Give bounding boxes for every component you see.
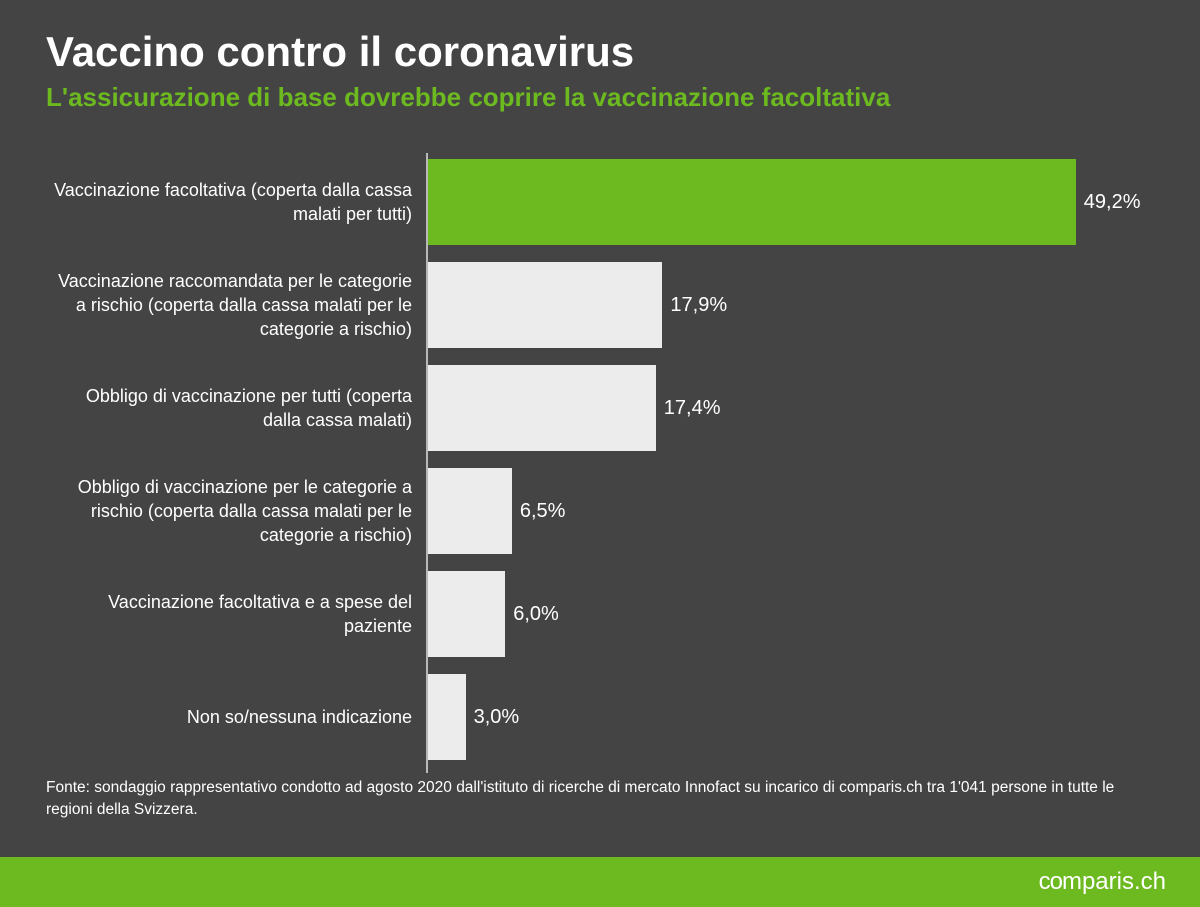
brand-logo: comparis.ch <box>1039 868 1166 896</box>
bar-value: 3,0% <box>474 706 520 729</box>
bar-row: Non so/nessuna indicazione 3,0% <box>46 668 1154 766</box>
bar-value: 49,2% <box>1084 191 1141 214</box>
bar-value: 6,5% <box>520 500 566 523</box>
chart-title: Vaccino contro il coronavirus <box>46 28 1154 76</box>
bar-value: 17,4% <box>664 397 721 420</box>
bar-row: Obbligo di vaccinazione per tutti (coper… <box>46 359 1154 457</box>
bar-label: Vaccinazione facoltativa e a spese del p… <box>46 590 426 639</box>
bar-value: 17,9% <box>670 294 727 317</box>
source-text: Fonte: sondaggio rappresentativo condott… <box>46 777 1154 820</box>
bar <box>426 674 466 760</box>
bar-wrap: 6,0% <box>426 565 1154 663</box>
bar-wrap: 17,4% <box>426 359 1154 457</box>
chart-plot-area: Vaccinazione facoltativa (coperta dalla … <box>46 153 1154 773</box>
bar-row: Obbligo di vaccinazione per le categorie… <box>46 462 1154 560</box>
bar <box>426 365 656 451</box>
bar-wrap: 6,5% <box>426 462 1154 560</box>
bar-wrap: 49,2% <box>426 153 1154 251</box>
bar-row: Vaccinazione facoltativa (coperta dalla … <box>46 153 1154 251</box>
bar-highlight <box>426 159 1076 245</box>
chart-subtitle: L'assicurazione di base dovrebbe coprire… <box>46 82 1154 113</box>
bar-label: Vaccinazione raccomandata per le categor… <box>46 269 426 342</box>
bar-label: Obbligo di vaccinazione per tutti (coper… <box>46 384 426 433</box>
bar-wrap: 17,9% <box>426 256 1154 354</box>
chart-container: Vaccino contro il coronavirus L'assicura… <box>0 0 1200 820</box>
bar-value: 6,0% <box>513 603 559 626</box>
bar-wrap: 3,0% <box>426 668 1154 766</box>
bar-row: Vaccinazione raccomandata per le categor… <box>46 256 1154 354</box>
bar <box>426 571 505 657</box>
bar-label: Vaccinazione facoltativa (coperta dalla … <box>46 178 426 227</box>
bar-label: Obbligo di vaccinazione per le categorie… <box>46 475 426 548</box>
bar <box>426 468 512 554</box>
footer-bar: comparis.ch <box>0 857 1200 907</box>
bar-label: Non so/nessuna indicazione <box>46 705 426 729</box>
bar <box>426 262 662 348</box>
y-axis-line <box>426 153 428 773</box>
bar-row: Vaccinazione facoltativa e a spese del p… <box>46 565 1154 663</box>
